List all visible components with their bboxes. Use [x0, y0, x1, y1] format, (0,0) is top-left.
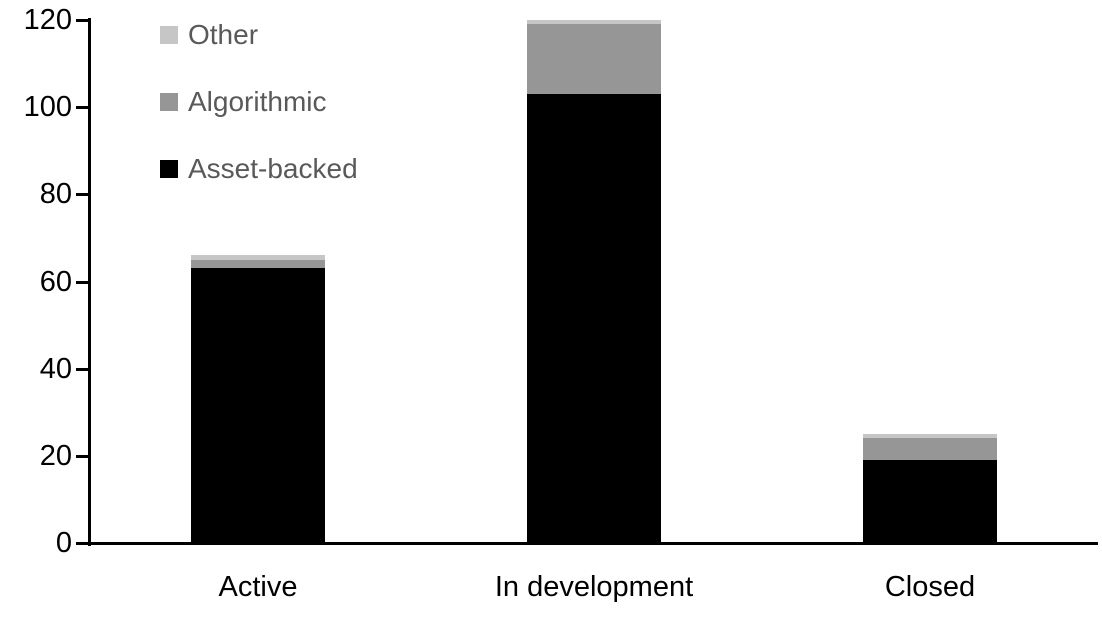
legend-swatch-algorithmic	[160, 93, 178, 111]
bar-active	[191, 255, 325, 543]
bar-segment-closed-other	[863, 434, 997, 439]
y-axis-line	[88, 18, 91, 546]
y-tick-label: 80	[39, 178, 72, 211]
bar-segment-closed-asset-backed	[863, 460, 997, 543]
bar-segment-in-development-asset-backed	[527, 94, 661, 543]
bar-segment-active-asset-backed	[191, 268, 325, 543]
y-tick-mark	[76, 193, 88, 197]
legend-label: Other	[188, 19, 259, 50]
x-category-label-active: Active	[218, 571, 298, 603]
x-category-label-in-development: In development	[494, 571, 694, 603]
y-tick-label: 60	[39, 265, 72, 298]
legend-swatch-asset-backed	[160, 160, 178, 178]
bar-segment-active-other	[191, 255, 325, 260]
bar-segment-in-development-other	[527, 20, 661, 25]
bar-in-development	[527, 20, 661, 543]
x-category-label-closed: Closed	[884, 571, 976, 603]
y-tick-label: 120	[23, 4, 72, 36]
y-tick-mark	[76, 454, 88, 458]
y-tick-label: 100	[23, 91, 72, 124]
y-tick-mark	[76, 542, 88, 545]
y-tick-mark	[76, 280, 88, 284]
bar-closed	[863, 434, 997, 543]
x-axis-line	[88, 542, 1098, 545]
legend-label: Asset-backed	[188, 153, 358, 184]
y-tick-label: 0	[55, 527, 72, 559]
y-tick-mark	[76, 106, 88, 110]
y-tick-mark	[76, 367, 88, 371]
legend-item-other: Other	[160, 21, 258, 49]
y-tick-mark	[76, 19, 88, 22]
legend-swatch-other	[160, 26, 178, 44]
bar-segment-in-development-algorithmic	[527, 24, 661, 95]
legend-label: Algorithmic	[188, 86, 327, 117]
bar-segment-active-algorithmic	[191, 259, 325, 269]
y-tick-label: 40	[39, 352, 72, 385]
legend-item-algorithmic: Algorithmic	[160, 88, 326, 116]
bar-segment-closed-algorithmic	[863, 438, 997, 461]
y-tick-label: 20	[39, 439, 72, 472]
legend-item-asset-backed: Asset-backed	[160, 155, 358, 183]
